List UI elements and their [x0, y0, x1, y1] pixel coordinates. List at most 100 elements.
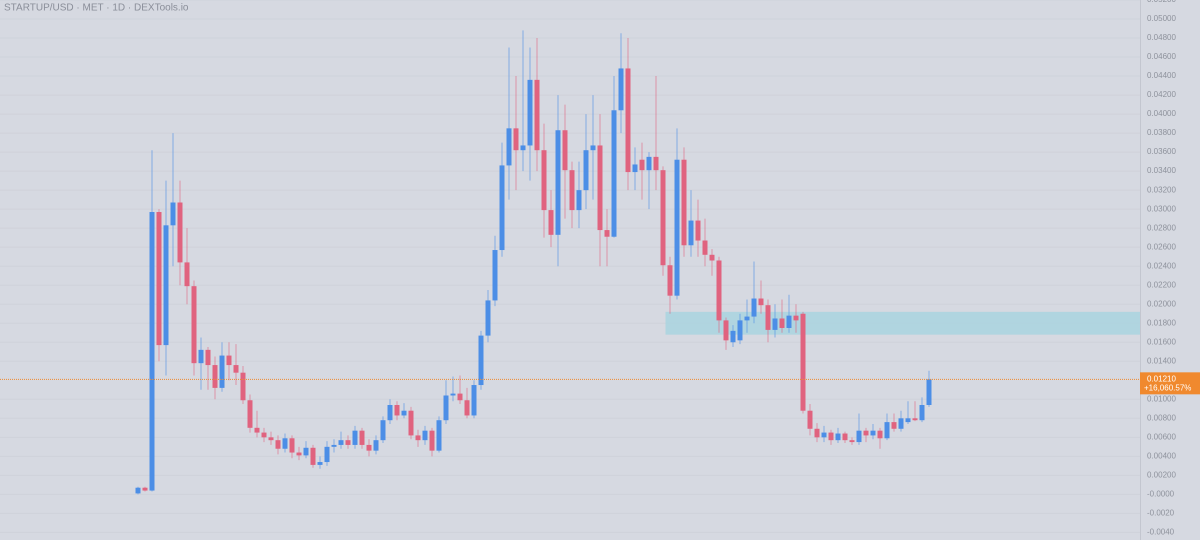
- candle-body: [464, 400, 470, 416]
- y-tick-label: 0.00800: [1147, 413, 1176, 422]
- candle-body: [219, 355, 225, 388]
- candle-body: [926, 379, 932, 405]
- candle-body: [800, 313, 806, 411]
- candle-body: [646, 156, 652, 171]
- y-tick-label: 0.04200: [1147, 90, 1176, 99]
- candle-body: [737, 320, 743, 341]
- candle-body: [786, 315, 792, 328]
- candle-body: [471, 385, 477, 416]
- candle-body: [422, 430, 428, 441]
- candle-body: [429, 430, 435, 451]
- candle-body: [317, 462, 323, 465]
- y-tick-label: 0.04400: [1147, 71, 1176, 80]
- y-tick-label: 0.03600: [1147, 147, 1176, 156]
- candle-body: [499, 165, 505, 251]
- candle-body: [835, 433, 841, 441]
- y-tick-label: -0.0040: [1147, 528, 1175, 537]
- candle-body: [779, 318, 785, 328]
- candle-body: [877, 430, 883, 439]
- candle-body: [142, 487, 148, 491]
- y-tick-label: 0.00400: [1147, 451, 1176, 460]
- candle-body: [856, 430, 862, 443]
- candle-body: [842, 433, 848, 441]
- candle-body: [352, 430, 358, 445]
- candle-body: [905, 418, 911, 423]
- candle-body: [443, 395, 449, 421]
- candle-body: [261, 432, 267, 438]
- candle-body: [674, 159, 680, 296]
- candle-body: [212, 365, 218, 388]
- candle-body: [807, 410, 813, 429]
- candle-body: [772, 318, 778, 330]
- candle-body: [303, 447, 309, 456]
- candle-body: [632, 164, 638, 173]
- candle-body: [338, 440, 344, 445]
- candle-body: [205, 349, 211, 366]
- candle-body: [268, 437, 274, 441]
- candle-body: [667, 265, 673, 296]
- y-tick-label: 0.01400: [1147, 356, 1176, 365]
- candle-body: [534, 79, 540, 151]
- candle-body: [898, 418, 904, 429]
- candle-body: [170, 202, 176, 226]
- candle-body: [527, 79, 533, 146]
- candle-body: [156, 212, 162, 346]
- candle-body: [387, 405, 393, 421]
- candle-body: [863, 430, 869, 436]
- candle-body: [618, 68, 624, 111]
- y-tick-label: 0.02200: [1147, 280, 1176, 289]
- candle-body: [485, 300, 491, 336]
- candle-body: [226, 355, 232, 366]
- candle-body: [716, 260, 722, 321]
- candle-body: [198, 349, 204, 364]
- candle-body: [891, 422, 897, 429]
- candle-body: [408, 410, 414, 436]
- candle-body: [590, 145, 596, 151]
- candle-body: [520, 145, 526, 151]
- candle-body: [751, 298, 757, 317]
- y-tick-label: 0.04800: [1147, 33, 1176, 42]
- candle-body: [828, 432, 834, 441]
- y-tick-label: 0.03400: [1147, 166, 1176, 175]
- candle-body: [562, 130, 568, 171]
- y-tick-label: 0.03800: [1147, 128, 1176, 137]
- candle-body: [415, 435, 421, 441]
- candle-body: [275, 440, 281, 449]
- last-price-box: [1140, 372, 1200, 395]
- candle-body: [870, 430, 876, 436]
- candle-body: [695, 220, 701, 241]
- candle-body: [282, 438, 288, 449]
- candle-body: [240, 372, 246, 401]
- candle-body: [184, 262, 190, 287]
- candle-body: [513, 128, 519, 151]
- candle-body: [583, 150, 589, 191]
- y-tick-label: 0.02000: [1147, 299, 1176, 308]
- candle-body: [541, 150, 547, 211]
- candle-body: [625, 68, 631, 173]
- y-tick-label: 0.01800: [1147, 318, 1176, 327]
- candle-body: [709, 254, 715, 261]
- candle-body: [884, 422, 890, 439]
- y-tick-label: 0.02600: [1147, 242, 1176, 251]
- candle-body: [639, 159, 645, 171]
- chart-title: STARTUP/USD · MET · 1D · DEXTools.io: [4, 3, 189, 14]
- candle-body: [254, 427, 260, 433]
- candle-body: [331, 444, 337, 447]
- candle-body: [345, 440, 351, 445]
- candle-body: [450, 393, 456, 396]
- y-tick-label: 0.00600: [1147, 432, 1176, 441]
- candle-body: [548, 210, 554, 235]
- candle-body: [478, 335, 484, 386]
- candle-body: [758, 298, 764, 306]
- candle-body: [660, 170, 666, 266]
- y-tick-label: 0.01600: [1147, 337, 1176, 346]
- candle-body: [436, 420, 442, 451]
- candle-body: [723, 320, 729, 341]
- candle-body: [296, 452, 302, 456]
- candle-body: [289, 438, 295, 453]
- candle-body: [492, 250, 498, 301]
- candle-body: [569, 170, 575, 211]
- candle-body: [324, 446, 330, 463]
- candle-body: [380, 420, 386, 441]
